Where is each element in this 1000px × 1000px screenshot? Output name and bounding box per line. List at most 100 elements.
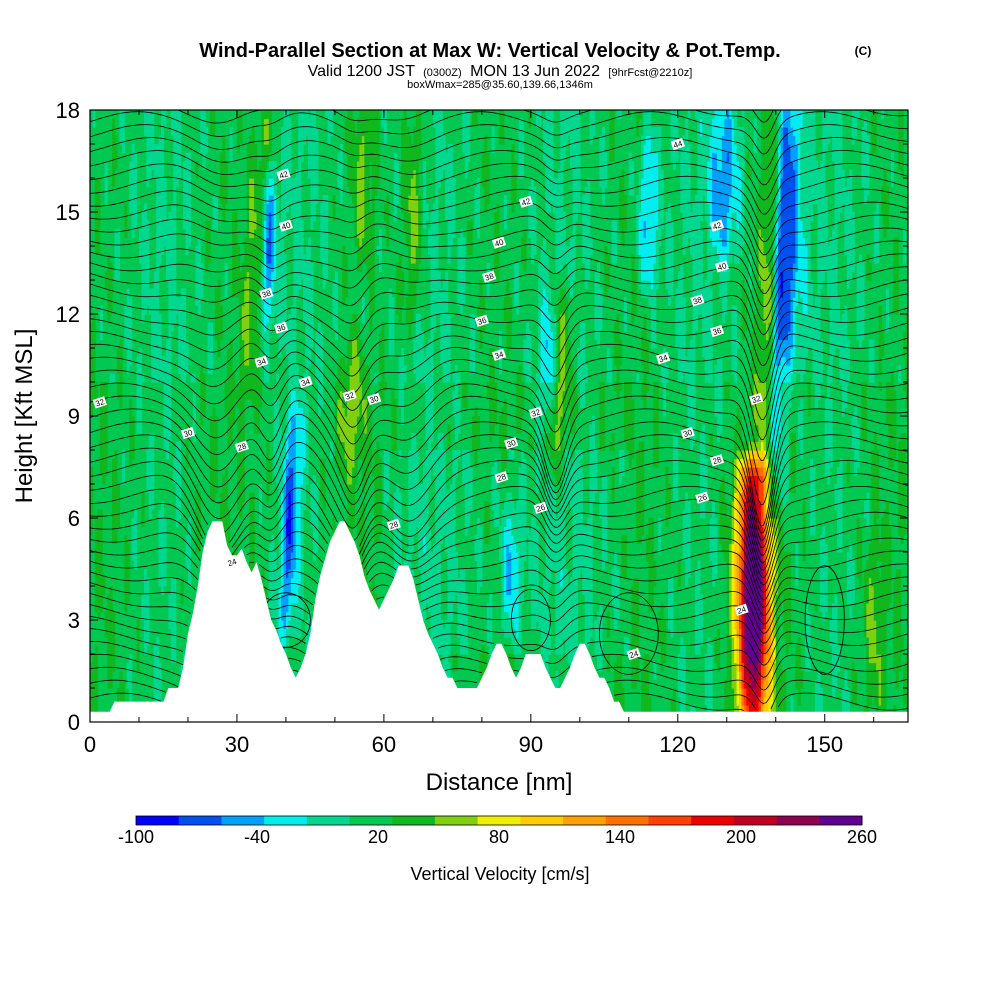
velocity-cell [712, 220, 716, 247]
contour-label-text: 34 [256, 356, 268, 367]
velocity-cell [352, 314, 356, 341]
theta-contour [90, 356, 908, 440]
velocity-cell [697, 110, 701, 315]
velocity-cell [263, 118, 267, 145]
velocity-cell [611, 433, 615, 451]
velocity-cell [751, 467, 755, 477]
x-tick-label: 60 [372, 732, 396, 757]
velocity-cell [746, 705, 750, 715]
velocity-cell [163, 518, 167, 587]
velocity-cell [246, 365, 250, 400]
velocity-cell [712, 152, 716, 222]
velocity-cell [249, 178, 253, 239]
velocity-cell [163, 110, 167, 128]
velocity-cell [856, 518, 860, 579]
velocity-cell [472, 416, 476, 451]
velocity-cell [743, 484, 747, 502]
velocity-cell [94, 382, 98, 400]
velocity-cell [178, 297, 182, 375]
velocity-cell [452, 450, 456, 604]
velocity-cell [773, 450, 777, 468]
velocity-cell [614, 220, 618, 264]
velocity-cell [565, 297, 569, 409]
theta-contour [90, 111, 908, 155]
velocity-cell [168, 212, 172, 443]
theta-contour [90, 473, 908, 564]
velocity-cell [315, 484, 319, 553]
velocity-cell [440, 110, 444, 179]
velocity-cell [873, 433, 877, 621]
velocity-cell [800, 671, 804, 689]
velocity-cell [290, 603, 294, 638]
velocity-cell [224, 467, 228, 579]
velocity-cell [486, 603, 490, 647]
velocity-cell [724, 382, 728, 400]
velocity-cell [736, 458, 740, 485]
contour-label-text: 36 [712, 326, 724, 337]
contour-label-bg [504, 437, 519, 450]
velocity-cell [506, 594, 510, 613]
velocity-cell [454, 654, 458, 672]
velocity-cell [638, 441, 642, 545]
velocity-cell [136, 620, 140, 672]
velocity-cell [342, 356, 346, 409]
velocity-cell [783, 382, 787, 511]
velocity-cell [547, 110, 552, 213]
velocity-cell [538, 263, 542, 485]
velocity-cell [121, 110, 125, 154]
velocity-cell [511, 144, 515, 213]
velocity-cell [881, 186, 885, 213]
velocity-cell [748, 696, 752, 715]
velocity-cell [474, 407, 478, 468]
velocity-cell [743, 441, 747, 451]
velocity-cell [349, 484, 353, 545]
velocity-cell [337, 152, 341, 188]
velocity-cell [550, 484, 554, 570]
velocity-cell [599, 288, 603, 332]
velocity-cell [273, 161, 277, 196]
velocity-cell [285, 407, 289, 434]
velocity-cell [126, 288, 130, 375]
velocity-cell [393, 399, 397, 451]
velocity-cell [516, 373, 520, 434]
velocity-cell [881, 331, 885, 358]
velocity-cell [890, 152, 894, 188]
colorbar-frame [135, 815, 863, 826]
theta-contour [176, 110, 908, 139]
contour-label-bg [494, 471, 509, 484]
velocity-cell [462, 237, 466, 307]
velocity-cell [288, 569, 292, 596]
velocity-cell [383, 110, 387, 145]
velocity-cell [765, 492, 769, 511]
velocity-cell [168, 594, 172, 630]
velocity-cell [503, 399, 507, 468]
velocity-cell [765, 467, 769, 494]
velocity-cell [765, 339, 769, 451]
velocity-cell [266, 441, 270, 502]
velocity-cell [347, 110, 351, 188]
velocity-cell [359, 339, 363, 383]
velocity-cell [792, 263, 796, 298]
velocity-cell [667, 484, 672, 519]
velocity-cell [361, 416, 365, 494]
velocity-cell [829, 237, 833, 383]
contour-label-bg [491, 236, 507, 249]
velocity-cell [136, 356, 140, 434]
velocity-cell [606, 348, 610, 383]
velocity-cell [303, 110, 307, 145]
velocity-cell [200, 110, 204, 154]
velocity-cell [369, 212, 373, 332]
contour-label-bg [656, 352, 671, 365]
velocity-cell [758, 458, 762, 468]
velocity-cell [337, 433, 341, 477]
velocity-cell [94, 518, 98, 613]
velocity-cell [246, 271, 250, 366]
velocity-cell [792, 169, 796, 264]
velocity-cell [354, 314, 358, 341]
velocity-cell [873, 110, 877, 154]
velocity-cell [589, 110, 593, 145]
velocity-cell [430, 552, 434, 655]
velocity-cell [567, 450, 571, 502]
velocity-cell [423, 535, 427, 553]
velocity-cell [863, 118, 867, 205]
